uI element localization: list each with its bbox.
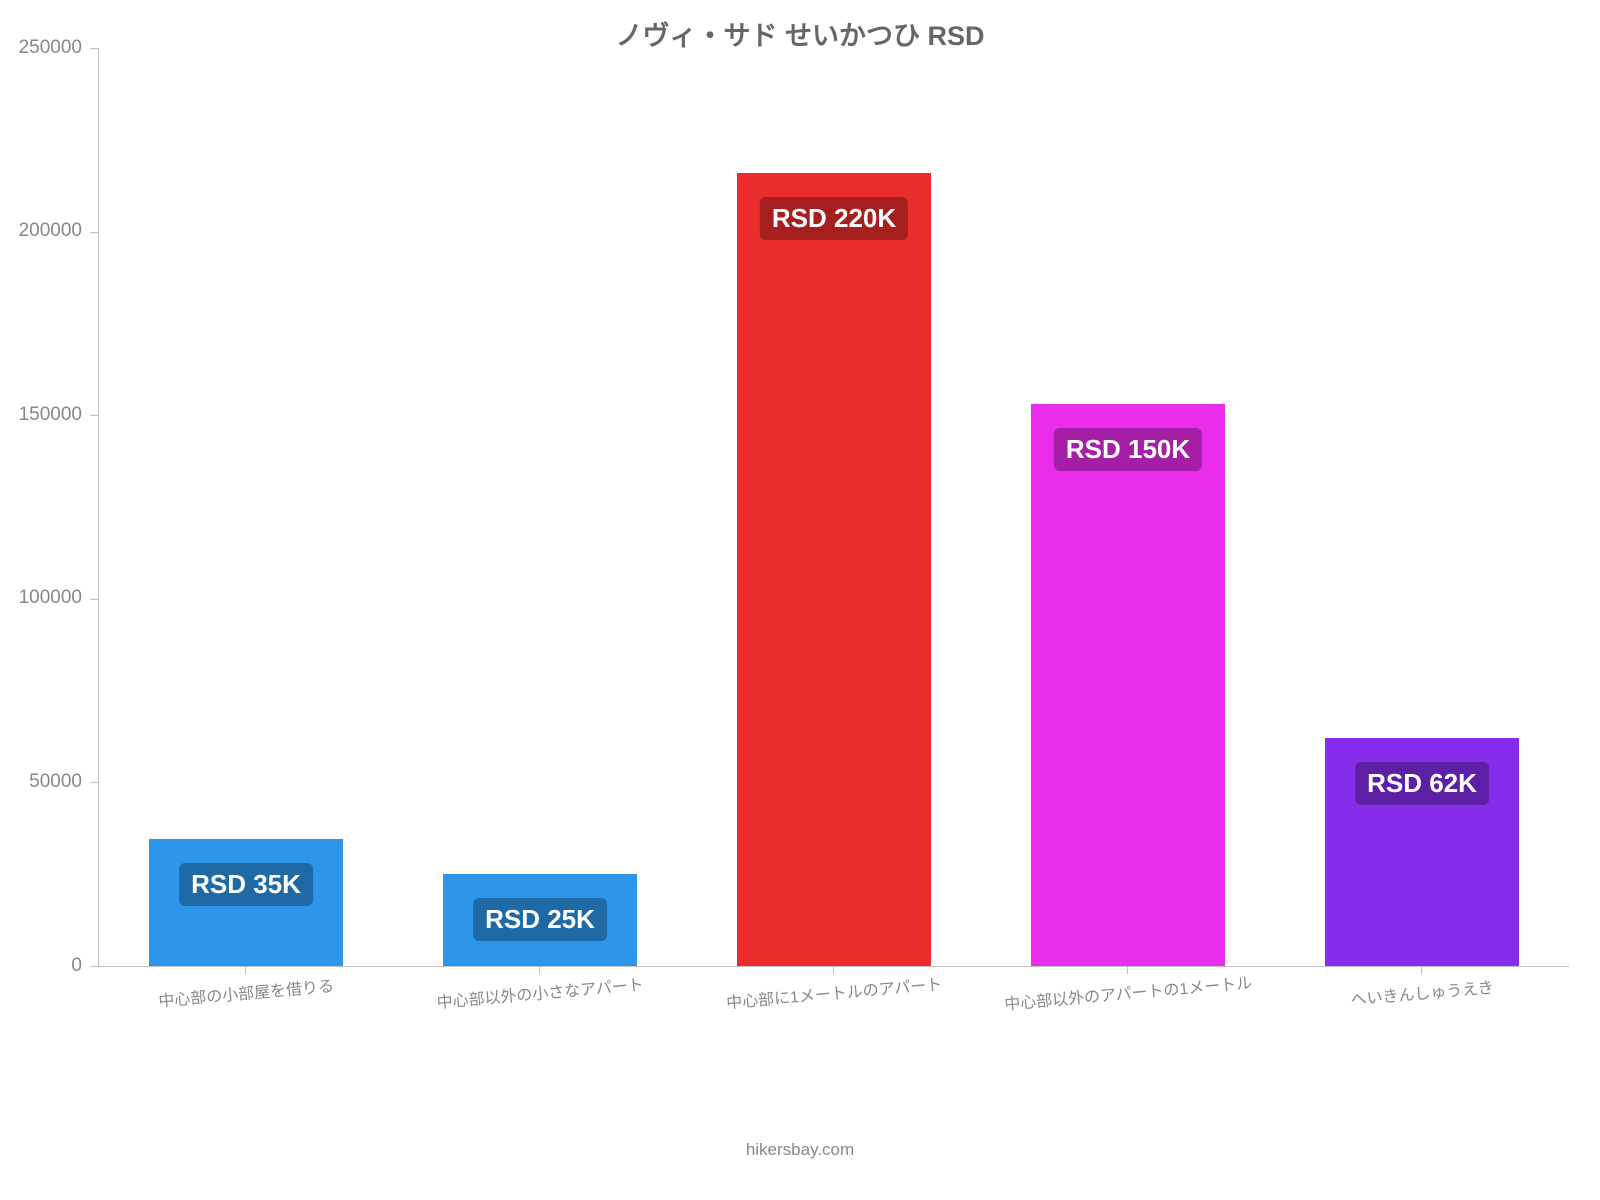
y-axis-tick-mark xyxy=(90,48,98,49)
bar xyxy=(1325,738,1519,966)
attribution-label: hikersbay.com xyxy=(0,1140,1600,1160)
y-axis-tick-mark xyxy=(90,782,98,783)
y-axis-tick-label: 0 xyxy=(0,955,82,973)
x-axis-category-label: 中心部以外のアパートの1メートル xyxy=(1003,969,1253,1015)
x-axis-tick-mark xyxy=(1421,966,1422,974)
x-axis-category-label: 中心部に1メートルのアパート xyxy=(725,971,943,1014)
plot-area: RSD 35KRSD 25KRSD 220KRSD 150KRSD 62K xyxy=(98,48,1569,967)
x-axis-tick-mark xyxy=(245,966,246,974)
y-axis-tick-mark xyxy=(90,415,98,416)
bar xyxy=(149,839,343,966)
y-axis-tick-label: 150000 xyxy=(0,404,82,422)
cost-of-living-bar-chart: ノヴィ・サド せいかつひ RSD RSD 35KRSD 25KRSD 220KR… xyxy=(0,0,1600,1200)
y-axis-tick-mark xyxy=(90,232,98,233)
y-axis-tick-mark xyxy=(90,966,98,967)
x-axis-tick-mark xyxy=(833,966,834,974)
x-axis-category-label: 中心部の小部屋を借りる xyxy=(157,972,334,1011)
x-axis-category-label: 中心部以外の小さなアパート xyxy=(436,971,645,1013)
y-axis-tick-label: 250000 xyxy=(0,37,82,55)
x-axis-category-label: へいきんしゅうえき xyxy=(1350,974,1495,1010)
y-axis-tick-mark xyxy=(90,599,98,600)
bar xyxy=(1031,404,1225,966)
y-axis-tick-label: 100000 xyxy=(0,587,82,605)
bar xyxy=(737,173,931,966)
bar xyxy=(443,874,637,966)
y-axis-tick-label: 200000 xyxy=(0,220,82,238)
x-axis-tick-mark xyxy=(539,966,540,974)
x-axis-tick-mark xyxy=(1127,966,1128,974)
y-axis-tick-label: 50000 xyxy=(0,771,82,789)
